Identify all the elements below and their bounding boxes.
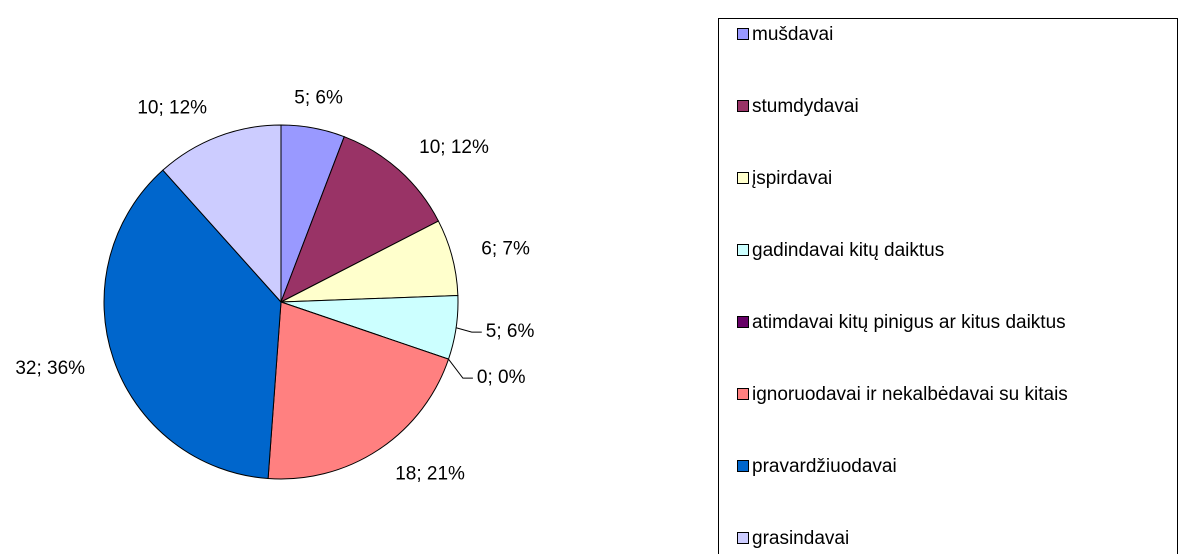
legend-label: grasindavai bbox=[752, 528, 849, 549]
leader-line bbox=[455, 327, 482, 333]
legend-label: stumdydavai bbox=[752, 96, 859, 117]
pie-slice bbox=[162, 124, 282, 304]
legend-swatch bbox=[737, 100, 749, 112]
legend-label: atimdavai kitų pinigus ar kitus daiktus bbox=[752, 312, 1066, 333]
pie-slice bbox=[103, 169, 282, 480]
legend-swatch bbox=[737, 388, 749, 400]
data-label: 5; 6% bbox=[294, 87, 343, 108]
data-label: 5; 6% bbox=[486, 321, 535, 342]
legend-swatch bbox=[737, 316, 749, 328]
data-label: 6; 7% bbox=[481, 239, 530, 260]
data-label: 10; 12% bbox=[419, 137, 489, 158]
pie-slice bbox=[280, 136, 440, 304]
legend-label: ignoruodavai ir nekalbėdavai su kitais bbox=[752, 384, 1068, 405]
legend-label: gadindavai kitų daiktus bbox=[752, 240, 944, 261]
data-label: 18; 21% bbox=[395, 464, 465, 485]
data-label: 0; 0% bbox=[477, 367, 526, 388]
legend-label: įspirdavai bbox=[752, 168, 832, 189]
data-label: 32; 36% bbox=[15, 358, 85, 379]
legend-swatch bbox=[737, 28, 749, 40]
legend-label: mušdavai bbox=[752, 24, 833, 45]
legend-swatch bbox=[737, 532, 749, 544]
legend-swatch bbox=[737, 460, 749, 472]
data-label: 10; 12% bbox=[137, 98, 207, 119]
leader-line bbox=[448, 358, 473, 379]
pie-slice bbox=[267, 301, 450, 480]
legend-swatch bbox=[737, 172, 749, 184]
legend-swatch bbox=[737, 244, 749, 256]
legend-label: pravardžiuodavai bbox=[752, 456, 897, 477]
